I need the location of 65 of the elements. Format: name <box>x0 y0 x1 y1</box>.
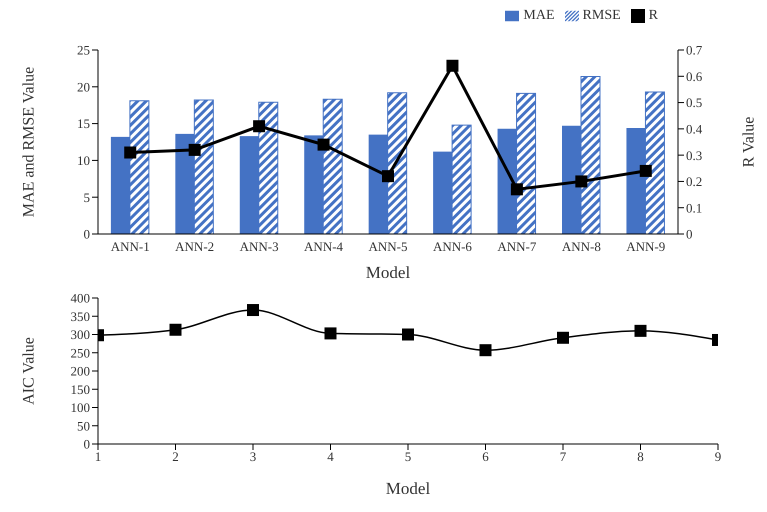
point <box>575 175 588 188</box>
y-tick-label: 25 <box>77 42 90 58</box>
x-axis-title: Model <box>386 479 430 498</box>
y-tick-label: 150 <box>70 382 90 397</box>
y2-tick-label: 0.5 <box>686 95 702 110</box>
y2-tick-label: 0.3 <box>686 148 702 163</box>
x-tick-label: ANN-5 <box>368 239 408 254</box>
legend-label: MAE <box>523 8 555 23</box>
point <box>124 146 136 159</box>
x-tick-label: ANN-3 <box>240 239 279 254</box>
y2-tick-label: 0.1 <box>686 200 702 216</box>
y-tick-label: 10 <box>77 153 90 168</box>
x-tick-label: 8 <box>637 449 644 464</box>
point <box>188 144 201 156</box>
y2-tick-label: 0 <box>686 226 692 242</box>
y-tick-label: 20 <box>77 79 90 94</box>
x-tick-label: ANN-8 <box>562 239 601 254</box>
y-tick-label: 0 <box>84 436 90 452</box>
x-tick-label: 1 <box>94 449 102 464</box>
point <box>318 138 330 151</box>
legend-label: R <box>648 8 658 23</box>
x-tick-label: ANN-9 <box>626 239 666 254</box>
y2-tick-label: 0.4 <box>686 121 703 136</box>
y2-tick-label: 0.2 <box>686 174 702 190</box>
point <box>640 164 652 177</box>
y-tick-label: 100 <box>70 400 90 416</box>
x-tick-label: ANN-6 <box>432 239 472 254</box>
x-tick-label: 5 <box>404 449 412 464</box>
x-tick-label: 7 <box>560 449 567 464</box>
point <box>510 183 523 196</box>
x-tick-label: 2 <box>172 449 179 464</box>
y-axis-title: MAE and RMSE Value <box>20 66 38 218</box>
y-tick-label: 50 <box>77 418 90 434</box>
x-axis-title: Model <box>366 263 410 282</box>
y-tick-label: 400 <box>70 290 90 306</box>
point <box>170 324 182 336</box>
legend-label: RMSE <box>582 8 621 23</box>
x-tick-label: ANN-1 <box>110 239 150 254</box>
point <box>253 120 266 132</box>
x-tick-label: ANN-7 <box>497 239 537 254</box>
x-tick-label: 4 <box>327 449 334 464</box>
y-tick-label: 0 <box>84 226 90 242</box>
x-tick-label: 9 <box>714 449 722 464</box>
y-axis-title: AIC Value <box>20 337 38 405</box>
point <box>324 327 336 340</box>
x-tick-label: 6 <box>482 449 490 464</box>
point <box>382 170 394 182</box>
point <box>480 344 492 356</box>
point <box>402 328 414 340</box>
y-tick-label: 200 <box>70 364 90 379</box>
y-tick-label: 250 <box>70 345 90 360</box>
y-tick-label: 5 <box>84 190 90 205</box>
y2-tick-label: 0.6 <box>686 68 703 84</box>
point <box>247 304 259 316</box>
y2-axis-title: R Value <box>740 116 758 168</box>
point <box>557 332 569 344</box>
point <box>446 60 458 72</box>
x-tick-label: 3 <box>250 449 256 464</box>
y2-tick-label: 0.7 <box>686 42 703 58</box>
x-tick-label: ANN-4 <box>304 239 344 254</box>
point <box>634 324 646 337</box>
y-tick-label: 300 <box>70 327 90 342</box>
x-tick-label: ANN-2 <box>175 239 214 254</box>
y-tick-label: 350 <box>70 308 90 324</box>
y-tick-label: 15 <box>77 116 90 132</box>
